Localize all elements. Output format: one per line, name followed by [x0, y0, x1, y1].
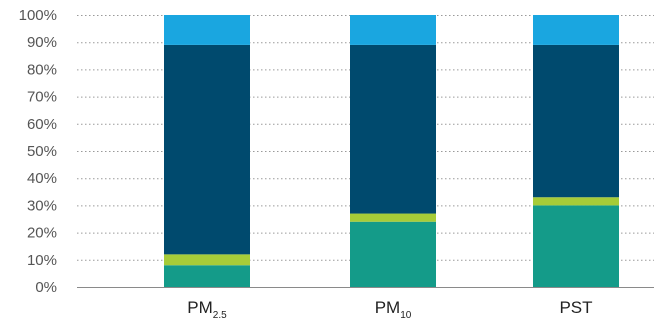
- bar-segment: [164, 44, 250, 255]
- y-tick-label: 20%: [27, 225, 57, 242]
- y-tick-label: 90%: [27, 34, 57, 51]
- bar-segment: [350, 213, 436, 222]
- y-tick-label: 100%: [19, 7, 57, 24]
- y-tick-label: 0%: [35, 279, 57, 296]
- bar-segment: [533, 197, 619, 206]
- bar-segment: [533, 205, 619, 287]
- bar-segment: [164, 254, 250, 266]
- bar-segment: [164, 265, 250, 287]
- y-tick-label: 50%: [27, 143, 57, 160]
- y-tick-label: 60%: [27, 116, 57, 133]
- y-tick-label: 80%: [27, 61, 57, 78]
- x-category-label: PM2.5: [187, 298, 227, 321]
- bar-segment: [164, 15, 250, 45]
- bars: [164, 15, 619, 287]
- x-axis-category-labels: PM2.5 PM10 PST: [187, 298, 592, 321]
- x-category-label: PST: [559, 298, 592, 317]
- x-category-label: PM10: [375, 298, 412, 321]
- y-tick-label: 30%: [27, 197, 57, 214]
- bar-segment: [533, 44, 619, 198]
- y-tick-label: 10%: [27, 252, 57, 269]
- bar-segment: [350, 221, 436, 287]
- bar-segment: [533, 15, 619, 45]
- bar-segment: [350, 44, 436, 214]
- y-axis-tick-labels: 0% 10% 20% 30% 40% 50% 60% 70% 80% 90% 100%: [19, 7, 57, 296]
- bar-segment: [350, 15, 436, 45]
- y-tick-label: 70%: [27, 89, 57, 106]
- y-tick-label: 40%: [27, 170, 57, 187]
